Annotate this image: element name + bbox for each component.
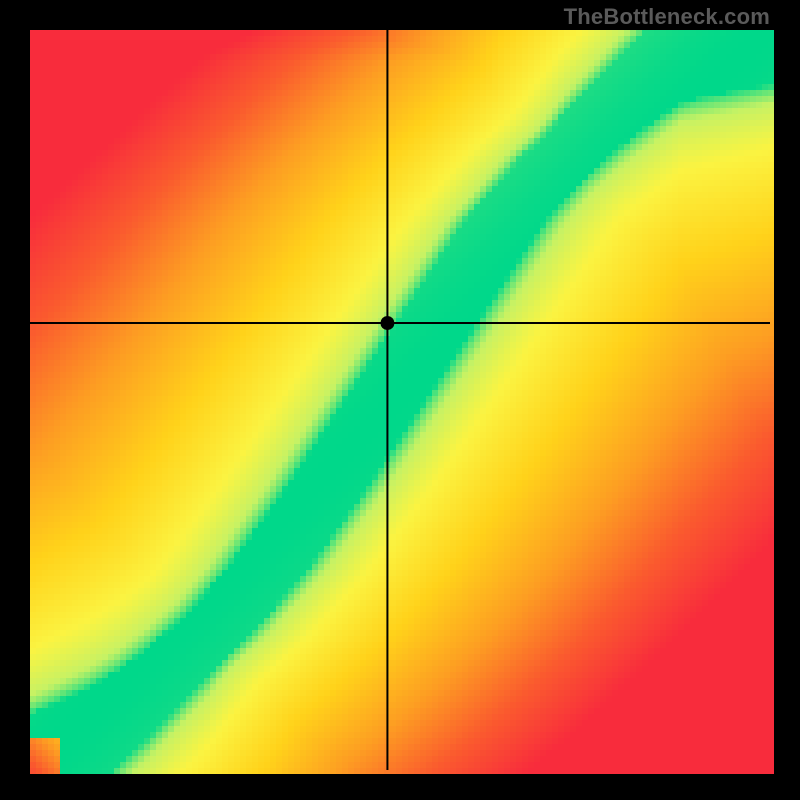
bottleneck-heatmap — [0, 0, 800, 800]
chart-container: TheBottleneck.com — [0, 0, 800, 800]
watermark-text: TheBottleneck.com — [564, 4, 770, 30]
